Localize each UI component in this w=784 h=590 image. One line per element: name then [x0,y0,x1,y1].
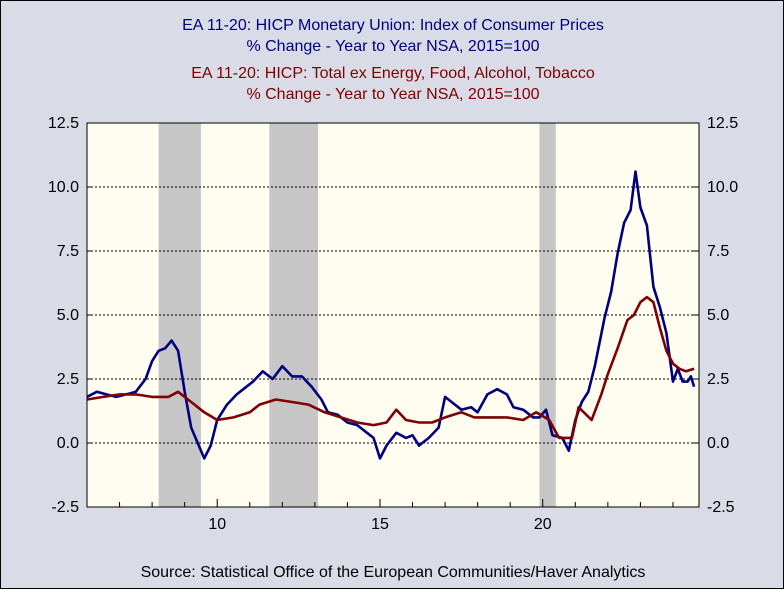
series-line-1 [86,295,695,440]
y-tick-label-right-6: 12.5 [707,115,738,132]
recession-band-1 [269,123,319,507]
chart-subtitle-line-2: % Change - Year to Year NSA, 2015=100 [246,38,540,55]
chart-title-line-1: EA 11-20: HICP Monetary Union: Index of … [182,17,604,34]
y-tick-label-left-6: 12.5 [48,115,79,132]
y-tick-label-left-4: 7.5 [57,243,79,260]
y-tick-label-right-5: 10.0 [707,179,738,196]
series-line-0 [86,170,696,460]
chart-title-line-3: EA 11-20: HICP: Total ex Energy, Food, A… [191,65,595,82]
x-tick-label-1: 15 [371,516,389,533]
y-tick-label-left-1: 0.0 [57,435,79,452]
y-tick-label-left-3: 5.0 [57,307,79,324]
y-tick-label-right-1: 0.0 [707,435,729,452]
x-tick-label-2: 20 [534,516,552,533]
y-tick-label-left-2: 2.5 [57,371,79,388]
y-tick-label-left-0: -2.5 [51,499,79,516]
y-tick-label-left-5: 10.0 [48,179,79,196]
chart-subtitle-line-4: % Change - Year to Year NSA, 2015=100 [246,86,540,103]
source-note: Source: Statistical Office of the Europe… [140,564,646,581]
x-tick-label-0: 10 [208,516,226,533]
y-tick-label-right-0: -2.5 [707,499,735,516]
y-tick-label-right-2: 2.5 [707,371,729,388]
y-tick-label-right-3: 5.0 [707,307,729,324]
y-tick-label-right-4: 7.5 [707,243,729,260]
